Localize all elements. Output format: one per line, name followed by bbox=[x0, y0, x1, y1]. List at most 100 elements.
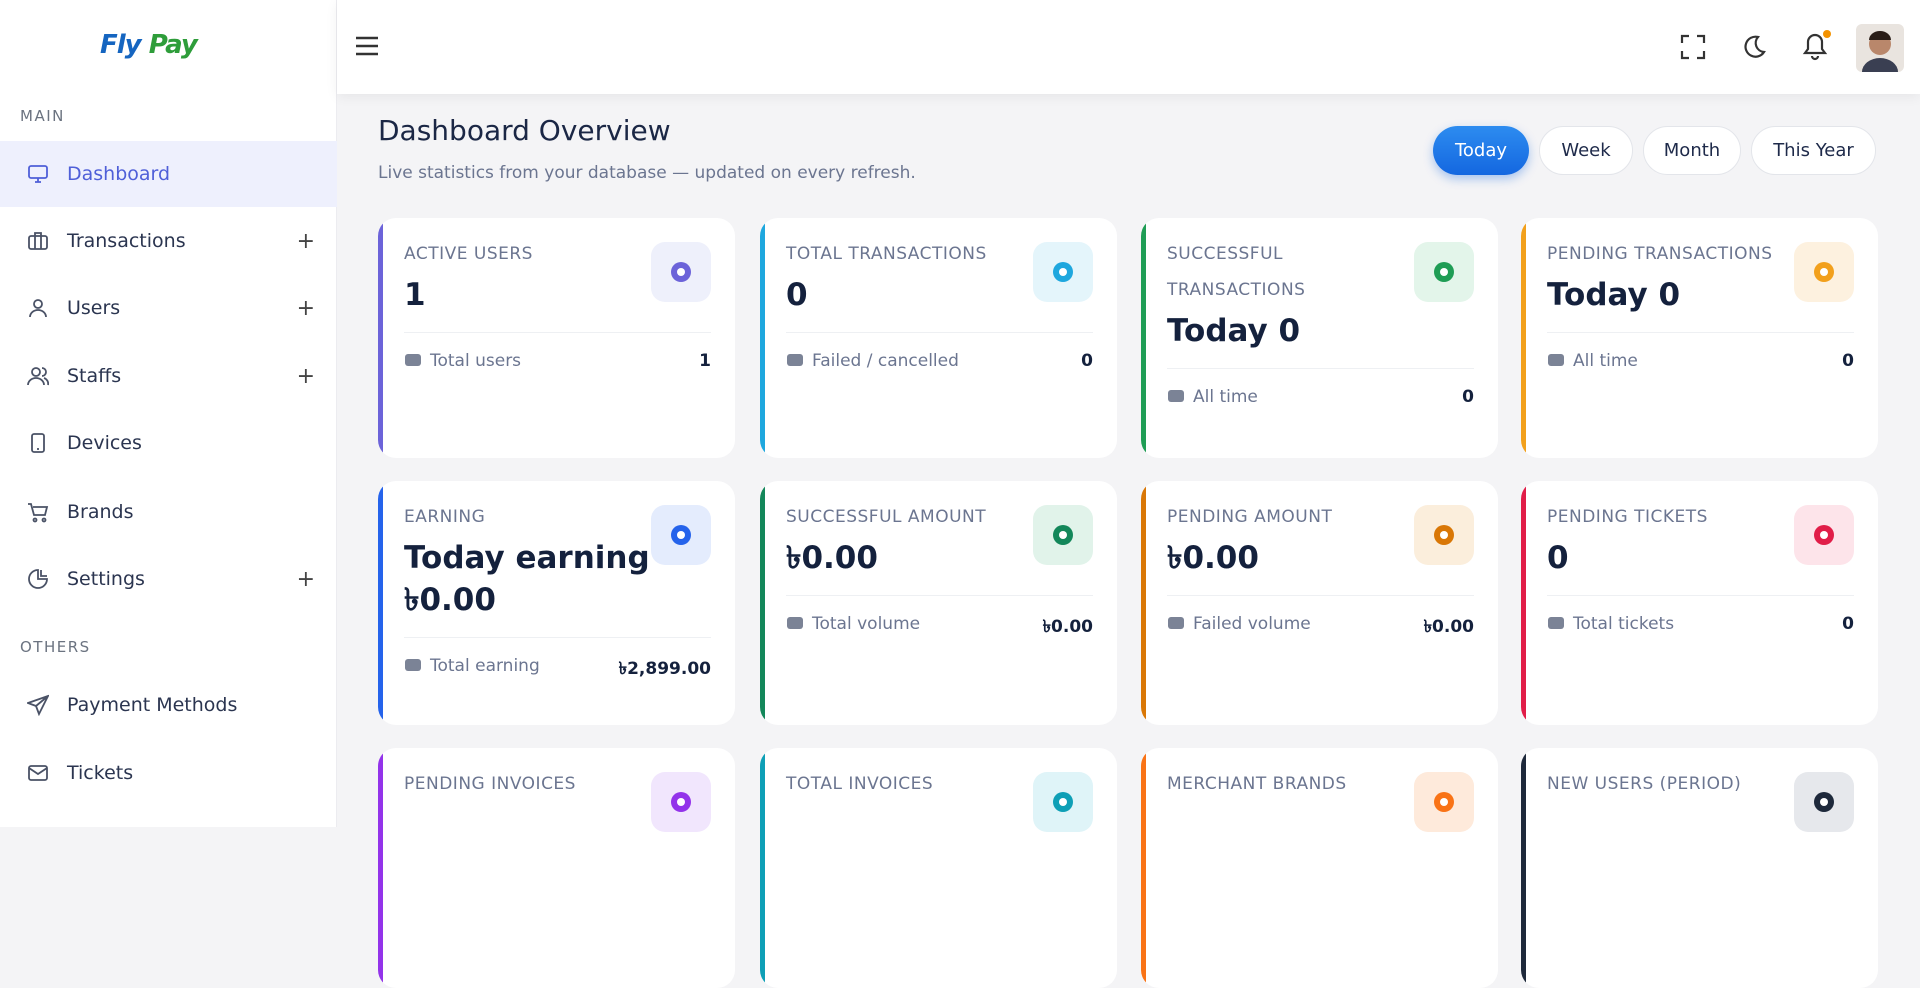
nav-icon bbox=[27, 367, 49, 386]
card-label: SUCCESSFUL AMOUNT bbox=[786, 507, 987, 527]
card-icon bbox=[1033, 772, 1093, 832]
nav-item[interactable]: Tickets bbox=[0, 740, 337, 806]
card-icon-glyph bbox=[1814, 525, 1834, 545]
nav-item[interactable]: Users + bbox=[0, 275, 337, 341]
logo-part: Fly bbox=[100, 30, 142, 60]
user-avatar[interactable] bbox=[1856, 24, 1904, 72]
card-footer: All time 0 bbox=[1547, 332, 1854, 371]
card-icon-glyph bbox=[1053, 792, 1073, 812]
footer-label: Failed / cancelled bbox=[812, 351, 959, 371]
card-label: SUCCESSFUL TRANSACTIONS bbox=[1167, 244, 1306, 300]
stat-card: NEW USERS (PERIOD) bbox=[1521, 748, 1878, 988]
nav-item[interactable]: Staffs + bbox=[0, 343, 337, 409]
card-value: 0 bbox=[1547, 540, 1569, 576]
card-label: MERCHANT BRANDS bbox=[1167, 774, 1347, 794]
card-label: TOTAL TRANSACTIONS bbox=[786, 244, 987, 264]
nav-icon bbox=[27, 694, 49, 716]
nav-icon bbox=[28, 232, 48, 250]
card-footer: Total tickets 0 bbox=[1547, 595, 1854, 634]
section-title: OTHERS bbox=[20, 638, 91, 656]
section-title: MAIN bbox=[20, 107, 65, 125]
card-icon bbox=[1033, 242, 1093, 302]
nav-item[interactable]: Devices bbox=[0, 410, 337, 476]
footer-label-wrap: Total tickets bbox=[1547, 614, 1674, 634]
footer-value: 1 bbox=[699, 351, 711, 371]
footer-value: 0 bbox=[1842, 614, 1854, 634]
stat-card: SUCCESSFUL TRANSACTIONS Today 0 All time 0 bbox=[1141, 218, 1498, 458]
card-value: Today earning ৳0.00 bbox=[404, 540, 650, 618]
card-icon-glyph bbox=[1434, 262, 1454, 282]
footer-icon bbox=[1168, 617, 1184, 629]
logo[interactable]: Fly Pay bbox=[100, 30, 240, 66]
nav-expand: + bbox=[296, 363, 315, 389]
stat-card: PENDING TICKETS 0 Total tickets 0 bbox=[1521, 481, 1878, 725]
fullscreen-button[interactable] bbox=[1680, 34, 1706, 60]
nav-label: Payment Methods bbox=[67, 694, 238, 716]
footer-icon bbox=[787, 617, 803, 629]
theme-toggle[interactable] bbox=[1740, 34, 1766, 60]
card-accent bbox=[760, 218, 765, 458]
nav-label: Devices bbox=[67, 432, 142, 454]
nav-item[interactable]: Brands bbox=[0, 479, 337, 545]
card-accent bbox=[1521, 748, 1526, 988]
nav-item[interactable]: Settings + bbox=[0, 546, 337, 612]
card-accent bbox=[1141, 481, 1146, 725]
footer-label-wrap: Failed volume bbox=[1167, 614, 1311, 642]
period-button[interactable]: Today bbox=[1433, 126, 1529, 175]
nav-item[interactable]: Payment Methods bbox=[0, 672, 337, 738]
nav-icon bbox=[28, 165, 48, 183]
nav-label: Dashboard bbox=[67, 163, 171, 185]
nav-label: Users bbox=[67, 297, 121, 319]
period-button[interactable]: Month bbox=[1643, 126, 1741, 175]
card-icon-glyph bbox=[1053, 525, 1073, 545]
nav-expand: + bbox=[296, 566, 315, 592]
nav-icon bbox=[29, 299, 47, 318]
footer-label: Total tickets bbox=[1573, 614, 1675, 634]
footer-icon bbox=[405, 354, 421, 366]
card-footer: All time 0 bbox=[1167, 368, 1474, 407]
footer-label-wrap: All time bbox=[1547, 351, 1638, 371]
period-button[interactable]: This Year bbox=[1751, 126, 1876, 175]
footer-label: All time bbox=[1193, 387, 1258, 407]
card-icon bbox=[1414, 242, 1474, 302]
card-icon-glyph bbox=[1814, 262, 1834, 282]
card-icon-glyph bbox=[671, 525, 691, 545]
nav-icon bbox=[31, 433, 45, 453]
card-label: ACTIVE USERS bbox=[404, 244, 533, 264]
stat-card: MERCHANT BRANDS bbox=[1141, 748, 1498, 988]
nav-label: Settings bbox=[67, 568, 145, 590]
card-accent bbox=[1521, 218, 1526, 458]
footer-icon bbox=[1168, 390, 1184, 402]
footer-label-wrap: Total users bbox=[404, 351, 521, 371]
nav-item[interactable]: Transactions + bbox=[0, 208, 337, 274]
page-subtitle: Live statistics from your database — upd… bbox=[378, 163, 916, 183]
menu-toggle[interactable] bbox=[354, 35, 380, 57]
footer-label: Total volume bbox=[812, 614, 921, 634]
card-icon-glyph bbox=[1434, 792, 1454, 812]
footer-label: Total users bbox=[430, 351, 522, 371]
card-icon-glyph bbox=[671, 262, 691, 282]
card-value: 1 bbox=[404, 277, 426, 313]
nav-label: Staffs bbox=[67, 365, 122, 387]
notifications-button[interactable] bbox=[1799, 28, 1833, 62]
footer-icon bbox=[405, 659, 421, 671]
footer-value: ৳0.00 bbox=[1042, 617, 1093, 637]
nav-item[interactable]: Dashboard bbox=[0, 141, 337, 207]
stat-card: EARNING Today earning ৳0.00 Total earning ৳… bbox=[378, 481, 735, 725]
card-footer: Total earning ৳2,899.00 bbox=[404, 637, 711, 684]
card-icon bbox=[651, 242, 711, 302]
stat-card: TOTAL INVOICES bbox=[760, 748, 1117, 988]
stat-card: PENDING AMOUNT ৳0.00 Failed volume ৳0.00 bbox=[1141, 481, 1498, 725]
card-accent bbox=[760, 748, 765, 988]
period-button[interactable]: Week bbox=[1539, 126, 1633, 175]
card-footer: Total volume ৳0.00 bbox=[786, 595, 1093, 642]
card-label: TOTAL INVOICES bbox=[786, 774, 934, 794]
card-icon bbox=[1794, 772, 1854, 832]
card-accent bbox=[760, 481, 765, 725]
card-value: Today 0 bbox=[1167, 313, 1301, 349]
card-icon bbox=[1033, 505, 1093, 565]
card-value: ৳0.00 bbox=[786, 540, 878, 576]
logo-part: Pay bbox=[148, 30, 198, 60]
